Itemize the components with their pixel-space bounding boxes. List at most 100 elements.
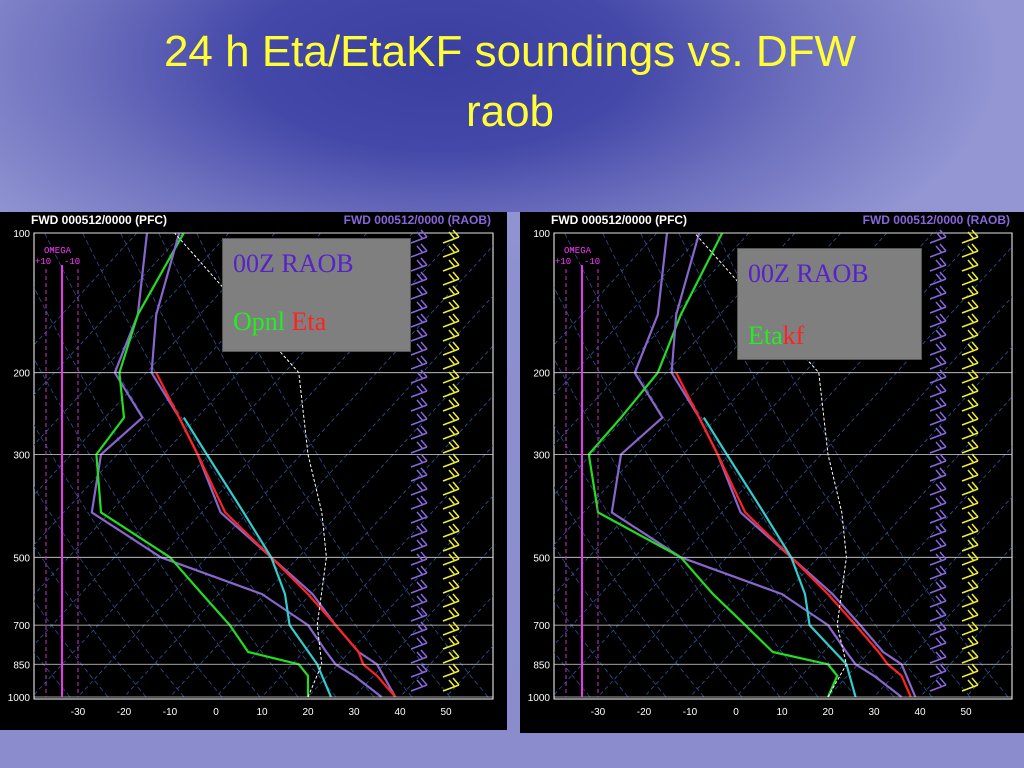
adiabat-line	[678, 233, 971, 698]
wind-barb	[442, 243, 460, 258]
wind-barb	[961, 579, 979, 594]
legend-model-label: Etakf	[748, 321, 804, 351]
wind-barb	[929, 355, 947, 370]
wind-barb	[442, 565, 460, 580]
wind-barb	[929, 481, 947, 496]
temperature-tick-label: 20	[822, 707, 834, 718]
wind-barb	[410, 327, 428, 342]
pressure-tick-label: 200	[533, 369, 550, 380]
adiabat-line	[82, 233, 375, 698]
pressure-tick-label: 850	[13, 660, 30, 671]
isotherm-line	[643, 296, 1012, 698]
wind-barb	[410, 607, 428, 622]
wind-barb	[410, 649, 428, 664]
wind-barb	[410, 355, 428, 370]
adiabat-line	[120, 233, 413, 698]
wind-barb	[961, 593, 979, 608]
isotherm-line	[827, 496, 1012, 698]
header-forecast-label: FWD 000512/0000 (PFC)	[31, 213, 167, 227]
wind-barb	[442, 453, 460, 468]
wind-barb	[961, 467, 979, 482]
adiabat-line	[34, 286, 299, 698]
omega-label: OMEGA	[564, 246, 592, 256]
isotherm-line	[353, 545, 493, 698]
omega-label: OMEGA	[44, 246, 72, 256]
wind-barb	[410, 425, 428, 440]
wind-barb	[929, 257, 947, 272]
wind-barb	[929, 229, 947, 244]
wind-barb	[442, 313, 460, 328]
wind-barb	[410, 299, 428, 314]
wind-barb	[961, 341, 979, 356]
wind-barb	[442, 341, 460, 356]
isotherm-line	[554, 233, 704, 396]
wind-barb	[410, 243, 428, 258]
wind-barb	[961, 649, 979, 664]
wind-barb	[410, 467, 428, 482]
wind-barb	[929, 453, 947, 468]
omega-scale-minus: -10	[64, 257, 80, 267]
wind-barb	[410, 369, 428, 384]
wind-barb	[442, 369, 460, 384]
wind-barb	[410, 565, 428, 580]
wind-barb	[410, 271, 428, 286]
adiabat-line	[34, 651, 71, 698]
wind-barb	[442, 355, 460, 370]
legend-box-left: 00Z RAOB Opnl Eta	[222, 238, 411, 352]
wind-barb	[410, 523, 428, 538]
pressure-tick-label: 100	[13, 229, 30, 240]
wind-barb	[961, 481, 979, 496]
wind-barb	[410, 579, 428, 594]
wind-barb	[929, 607, 947, 622]
wind-barb	[929, 635, 947, 650]
wind-barb	[410, 481, 428, 496]
adiabat-line	[34, 486, 185, 698]
wind-barb	[410, 257, 428, 272]
adiabat-line	[716, 233, 1009, 698]
skew-t-chart-right: 100 200 300 500 700 850 1000 -30 -20 -10 0 10 20 30 40…	[528, 213, 1013, 718]
pressure-tick-label: 100	[533, 229, 550, 240]
temperature-tick-label: 10	[256, 707, 268, 718]
wind-barb	[442, 523, 460, 538]
temperature-tick-label: 40	[914, 707, 926, 718]
temperature-tick-label: 10	[776, 707, 788, 718]
wind-barb	[961, 565, 979, 580]
wind-barb	[929, 579, 947, 594]
wind-barb	[442, 411, 460, 426]
isotherm-line	[491, 695, 493, 698]
wind-barb	[961, 355, 979, 370]
wind-barb	[961, 425, 979, 440]
title-background	[0, 0, 1024, 212]
pressure-tick-label: 200	[13, 369, 30, 380]
sounding-trace	[702, 417, 857, 698]
wind-barb	[929, 677, 947, 692]
sounding-trace	[174, 233, 327, 698]
legend-box-right: 00Z RAOB Etakf	[737, 248, 922, 360]
isotherm-line	[597, 246, 1012, 698]
wind-barb	[410, 593, 428, 608]
adiabat-line	[554, 486, 705, 698]
wind-barb	[929, 593, 947, 608]
wind-barb	[961, 229, 979, 244]
temperature-tick-label: 20	[302, 707, 314, 718]
wind-barb	[961, 313, 979, 328]
wind-barb	[410, 411, 428, 426]
adiabat-line	[34, 358, 261, 698]
temperature-tick-label: 30	[868, 707, 880, 718]
wind-barb	[929, 411, 947, 426]
wind-barb	[961, 327, 979, 342]
wind-barb	[929, 649, 947, 664]
sounding-trace	[155, 372, 397, 698]
wind-barb	[442, 509, 460, 524]
wind-barb	[929, 327, 947, 342]
wind-barb	[929, 467, 947, 482]
wind-barb	[442, 467, 460, 482]
wind-barb	[961, 285, 979, 300]
header-forecast-label: FWD 000512/0000 (PFC)	[551, 213, 687, 227]
legend-model-label: Opnl Eta	[233, 307, 326, 337]
wind-barb	[929, 663, 947, 678]
wind-barb	[442, 327, 460, 342]
header-raob-label: FWD 000512/0000 (RAOB)	[344, 213, 491, 227]
wind-barb	[442, 677, 460, 692]
adiabat-line	[196, 233, 489, 698]
